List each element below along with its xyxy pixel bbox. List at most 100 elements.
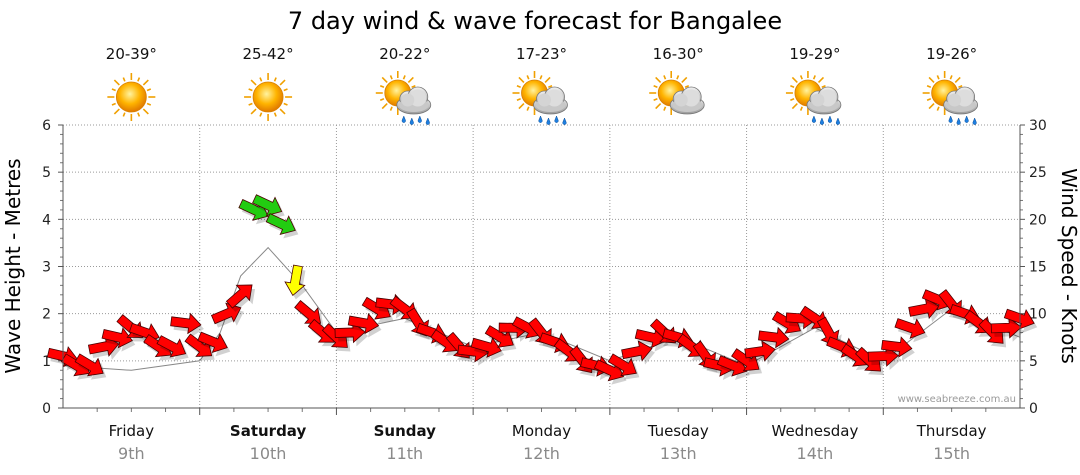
- raindrop: [972, 117, 977, 125]
- temp-range-label: 20-39°: [106, 45, 157, 63]
- cloud-shape: [806, 86, 842, 115]
- sun-ray: [283, 88, 288, 92]
- sun-icon: [244, 73, 293, 121]
- wind-arrow: [156, 335, 187, 358]
- cloud-shape: [943, 86, 979, 115]
- sun-ray: [949, 75, 953, 80]
- raindrop: [554, 115, 559, 123]
- raindrop: [964, 115, 969, 123]
- temp-range-label: 17-23°: [516, 45, 567, 63]
- wind-arrow: [225, 284, 253, 309]
- temp-range-label: 19-29°: [789, 45, 840, 63]
- sun-ray: [653, 98, 658, 102]
- day-name-label: Tuesday: [647, 422, 709, 440]
- wind-arrow: [867, 345, 899, 367]
- wind-series: [46, 194, 1038, 385]
- wind-arrow: [894, 318, 926, 339]
- sun-ray: [663, 75, 667, 80]
- y-tick-label-right: 30: [1029, 118, 1047, 134]
- day-date-label: 12th: [523, 444, 560, 463]
- sun-ray: [812, 75, 816, 80]
- y-tick-label-right: 15: [1029, 260, 1047, 276]
- raindrop: [811, 115, 816, 123]
- day-name-label: Sunday: [374, 422, 437, 440]
- wind-arrow: [731, 348, 760, 372]
- wind-arrow: [1003, 308, 1035, 330]
- sun-ray: [389, 106, 393, 111]
- y-axis-left-label: Wave Height - Metres: [1, 158, 25, 373]
- partly-cloudy-icon: [649, 71, 705, 115]
- day-date-label: 14th: [797, 444, 834, 463]
- sun-ray: [676, 75, 680, 80]
- sun-ray: [111, 102, 116, 106]
- showers-icon: [512, 71, 568, 125]
- sun-ray: [799, 106, 803, 111]
- sun-ray: [684, 84, 690, 88]
- sun-ray: [142, 108, 149, 115]
- sun-ray: [655, 76, 662, 83]
- sun-ray: [250, 79, 257, 86]
- showers-icon: [375, 71, 432, 125]
- raindrop: [835, 117, 840, 125]
- sun-ray: [137, 112, 141, 117]
- raindrop: [417, 115, 422, 123]
- sun-ray: [516, 98, 521, 102]
- day-name-label: Friday: [109, 422, 155, 440]
- day-date-label: 10th: [250, 444, 287, 463]
- wind-arrow: [252, 194, 283, 217]
- chart-title: 7 day wind & wave forecast for Bangalee: [288, 7, 782, 35]
- raindrop: [538, 115, 543, 123]
- wind-arrow: [334, 321, 366, 344]
- sun-ray: [544, 76, 551, 83]
- sun-ray: [411, 84, 416, 88]
- sun-ray: [526, 106, 530, 111]
- wind-arrow: [744, 340, 776, 362]
- watermark: www.seabreeze.com.au: [898, 394, 1016, 405]
- day-name-label: Monday: [512, 422, 571, 440]
- sun-ray: [928, 103, 935, 110]
- sun-ray: [407, 76, 414, 83]
- sun-ray: [250, 108, 257, 115]
- axis-ticks: 0 1 2 3 4 5 6 0 5 10 15 20 25 30: [42, 118, 1047, 417]
- sun-ray: [936, 75, 940, 80]
- wind-arrow: [210, 302, 242, 325]
- raindrop: [562, 117, 567, 125]
- raindrop: [546, 117, 551, 125]
- wind-arrow: [347, 312, 380, 335]
- wind-arrow: [74, 353, 104, 377]
- sun-ray: [653, 84, 658, 88]
- cloud-shape: [533, 86, 568, 115]
- axes: [62, 125, 1021, 409]
- raindrop: [948, 115, 953, 123]
- y-tick-label-left: 0: [42, 401, 51, 417]
- wind-arrow: [607, 353, 637, 377]
- sun-ray: [137, 77, 141, 82]
- wind-arrow: [758, 326, 790, 349]
- sun-ray: [526, 75, 530, 80]
- sun-ray: [791, 76, 798, 83]
- raindrop: [401, 115, 406, 123]
- sun-ray: [142, 79, 149, 86]
- wind-arrow: [470, 336, 502, 358]
- y-tick-label-right: 25: [1029, 165, 1047, 181]
- sun-ray: [799, 75, 803, 80]
- sun-disc: [252, 81, 284, 113]
- sun-ray: [926, 84, 932, 88]
- sun-ray: [146, 88, 152, 92]
- sun-ray: [539, 75, 543, 80]
- sun-ray: [273, 112, 277, 117]
- temp-range-label: 20-22°: [379, 45, 430, 63]
- wind-arrow: [621, 340, 653, 362]
- sun-ray: [926, 98, 932, 102]
- y-tick-label-right: 20: [1029, 212, 1047, 228]
- sun-ray: [273, 77, 277, 82]
- day-date-label: 13th: [660, 444, 697, 463]
- sun-ray: [817, 76, 825, 83]
- raindrop: [956, 117, 961, 125]
- y-tick-label-left: 4: [42, 212, 51, 228]
- sun-ray: [381, 76, 388, 83]
- y-tick-label-left: 5: [42, 165, 51, 181]
- sun-ray: [389, 75, 393, 80]
- sun-ray: [283, 102, 288, 106]
